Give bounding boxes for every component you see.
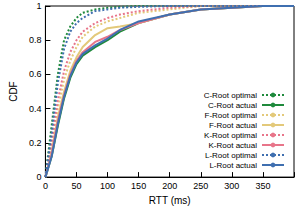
svg-text:C-Root actual: C-Root actual: [208, 101, 257, 110]
svg-text:L-Root actual: L-Root actual: [209, 161, 257, 170]
svg-text:0.2: 0.2: [29, 138, 42, 148]
svg-text:0: 0: [43, 181, 48, 191]
svg-text:CDF: CDF: [8, 81, 19, 102]
svg-text:0.8: 0.8: [29, 35, 42, 45]
svg-text:L-Root optimal: L-Root optimal: [205, 151, 257, 160]
svg-text:100: 100: [100, 181, 115, 191]
svg-text:K-Root actual: K-Root actual: [209, 141, 258, 150]
svg-text:F-Root actual: F-Root actual: [209, 121, 257, 130]
svg-text:300: 300: [224, 181, 239, 191]
svg-text:150: 150: [131, 181, 146, 191]
svg-text:1: 1: [36, 1, 41, 11]
svg-text:RTT (ms): RTT (ms): [149, 195, 191, 206]
svg-text:0.6: 0.6: [29, 69, 42, 79]
svg-text:0: 0: [36, 172, 41, 182]
svg-text:F-Root optimal: F-Root optimal: [205, 111, 258, 120]
svg-text:200: 200: [162, 181, 177, 191]
svg-text:C-Root optimal: C-Root optimal: [204, 91, 258, 100]
svg-text:250: 250: [193, 181, 208, 191]
svg-text:350: 350: [255, 181, 270, 191]
svg-text:50: 50: [71, 181, 81, 191]
svg-text:K-Root optimal: K-Root optimal: [204, 131, 257, 140]
svg-text:0.4: 0.4: [29, 104, 42, 114]
